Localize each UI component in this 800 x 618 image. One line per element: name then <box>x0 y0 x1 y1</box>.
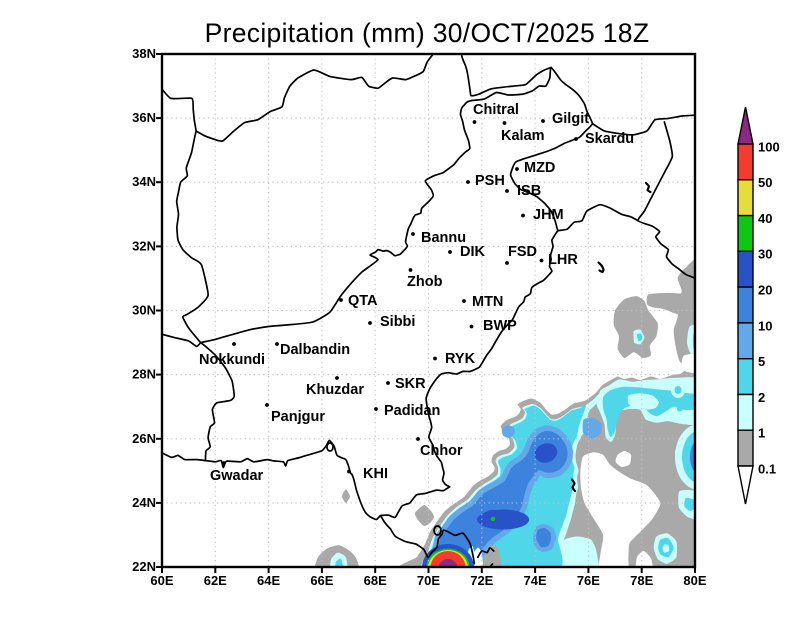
svg-text:Dalbandin: Dalbandin <box>280 342 350 358</box>
svg-text:1: 1 <box>758 426 765 441</box>
svg-text:70E: 70E <box>417 573 440 588</box>
svg-text:LHR: LHR <box>548 252 578 268</box>
svg-text:Gwadar: Gwadar <box>210 468 264 484</box>
svg-text:38N: 38N <box>132 46 156 61</box>
svg-text:64E: 64E <box>257 573 280 588</box>
svg-text:10: 10 <box>758 318 772 333</box>
svg-text:0.1: 0.1 <box>758 461 776 476</box>
svg-text:24N: 24N <box>132 495 156 510</box>
svg-text:100: 100 <box>758 139 780 154</box>
svg-text:76E: 76E <box>577 573 600 588</box>
svg-text:BWP: BWP <box>483 318 517 334</box>
svg-text:80E: 80E <box>683 573 706 588</box>
svg-text:Bannu: Bannu <box>421 230 466 246</box>
svg-text:Zhob: Zhob <box>407 274 443 290</box>
svg-text:DIK: DIK <box>460 244 486 260</box>
svg-text:60E: 60E <box>150 573 173 588</box>
svg-text:Chhor: Chhor <box>420 443 463 459</box>
svg-text:MZD: MZD <box>524 160 555 176</box>
svg-text:QTA: QTA <box>348 293 378 309</box>
svg-text:RYK: RYK <box>445 351 476 367</box>
svg-text:Precipitation (mm) 30/OCT/2025: Precipitation (mm) 30/OCT/2025 18Z <box>205 18 650 48</box>
svg-text:72E: 72E <box>470 573 493 588</box>
svg-text:30: 30 <box>758 247 772 262</box>
svg-text:MTN: MTN <box>472 294 503 310</box>
svg-text:50: 50 <box>758 175 772 190</box>
svg-text:2: 2 <box>758 390 765 405</box>
svg-text:Sibbi: Sibbi <box>380 314 415 330</box>
svg-text:KHI: KHI <box>363 466 388 482</box>
svg-text:JHM: JHM <box>533 207 564 223</box>
svg-text:ISB: ISB <box>517 183 541 199</box>
svg-text:66E: 66E <box>310 573 333 588</box>
svg-text:26N: 26N <box>132 431 156 446</box>
svg-text:PSH: PSH <box>475 173 505 189</box>
svg-text:68E: 68E <box>364 573 387 588</box>
svg-text:Kalam: Kalam <box>501 128 545 144</box>
svg-text:74E: 74E <box>524 573 547 588</box>
svg-text:22N: 22N <box>132 559 156 574</box>
svg-text:78E: 78E <box>630 573 653 588</box>
svg-text:40: 40 <box>758 211 772 226</box>
svg-text:30N: 30N <box>132 303 156 318</box>
svg-text:Nokkundi: Nokkundi <box>199 352 265 368</box>
svg-text:34N: 34N <box>132 174 156 189</box>
svg-text:Khuzdar: Khuzdar <box>306 382 364 398</box>
svg-text:20: 20 <box>758 283 772 298</box>
svg-text:Gilgit: Gilgit <box>552 111 589 127</box>
svg-text:FSD: FSD <box>508 244 537 260</box>
svg-text:5: 5 <box>758 354 765 369</box>
svg-text:62E: 62E <box>204 573 227 588</box>
svg-text:Chitral: Chitral <box>473 102 519 118</box>
svg-text:32N: 32N <box>132 238 156 253</box>
svg-text:Panjgur: Panjgur <box>271 409 325 425</box>
svg-text:Padidan: Padidan <box>384 403 440 419</box>
svg-text:SKR: SKR <box>395 376 426 392</box>
svg-text:28N: 28N <box>132 367 156 382</box>
svg-text:Skardu: Skardu <box>585 131 634 147</box>
svg-text:36N: 36N <box>132 110 156 125</box>
